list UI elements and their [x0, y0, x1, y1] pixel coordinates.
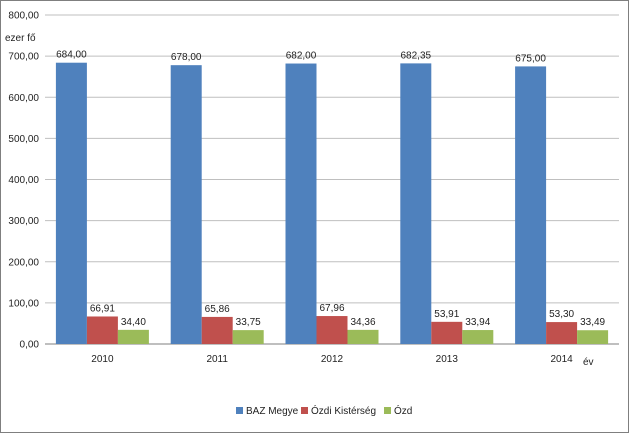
bar-baz-megye-2013 [400, 63, 432, 344]
bar--zdi-kist-rs-g-2010 [86, 316, 118, 344]
legend-label: BAZ Megye [246, 406, 299, 417]
bars [55, 62, 609, 345]
y-tick-label: 700,00 [8, 52, 39, 63]
x-tick-label: 2013 [436, 354, 459, 365]
gridlines [45, 14, 619, 345]
bar-baz-megye-2014 [515, 66, 547, 344]
data-label: 65,86 [205, 304, 230, 315]
y-tick-label: 500,00 [8, 134, 39, 145]
data-label: 34,36 [350, 317, 375, 328]
data-label: 53,91 [434, 309, 459, 320]
data-labels: 684,00 66,91 34,40 678,00 65,86 33,75 682,00 67… [56, 50, 605, 329]
x-tick-label: 2010 [91, 354, 114, 365]
data-label: 33,49 [580, 317, 605, 328]
data-label: 33,75 [236, 317, 261, 328]
data-label: 67,96 [319, 303, 344, 314]
bar-baz-megye-2012 [285, 63, 317, 345]
y-axis-ticks: 0,00 100,00 200,00 300,00 400,00 500,00 600,00… [8, 11, 39, 351]
data-label: 34,40 [121, 317, 146, 328]
bar-baz-megye-2011 [170, 65, 202, 345]
data-label: 33,94 [465, 317, 490, 328]
bar--zd-2011 [232, 330, 264, 344]
legend-label: Ózdi Kistérség [311, 404, 376, 417]
bar--zd-2014 [577, 330, 609, 344]
y-tick-label: 100,00 [8, 298, 39, 309]
y-axis-unit-label: ezer fő [5, 33, 36, 44]
x-tick-label: 2011 [206, 354, 228, 365]
legend-swatch [301, 407, 308, 414]
bar--zdi-kist-rs-g-2014 [546, 322, 578, 344]
bar--zd-2010 [117, 329, 149, 344]
legend-swatch [384, 407, 391, 414]
data-label: 682,00 [286, 51, 317, 62]
data-label: 66,91 [90, 303, 115, 314]
bar--zdi-kist-rs-g-2013 [431, 321, 463, 344]
legend: BAZ Megye Ózdi Kistérség Ózd [236, 404, 412, 417]
x-axis-unit-label: év [583, 357, 594, 368]
data-label: 53,30 [549, 309, 574, 320]
bar--zdi-kist-rs-g-2011 [201, 316, 233, 344]
legend-label: Ózd [394, 404, 412, 417]
legend-swatch [236, 407, 243, 414]
y-tick-label: 400,00 [8, 175, 39, 186]
x-axis-ticks: 2010 2011 2012 2013 2014 [91, 354, 573, 365]
data-label: 684,00 [56, 50, 87, 61]
data-label: 678,00 [171, 52, 202, 63]
x-tick-label: 2012 [321, 354, 344, 365]
y-tick-label: 600,00 [8, 93, 39, 104]
bar--zd-2012 [347, 329, 379, 344]
bar--zd-2013 [462, 330, 494, 344]
x-tick-label: 2014 [550, 354, 573, 365]
y-tick-label: 800,00 [8, 11, 39, 22]
y-tick-label: 0,00 [20, 340, 40, 351]
bar-baz-megye-2010 [55, 62, 87, 345]
data-label: 675,00 [515, 53, 546, 64]
bar--zdi-kist-rs-g-2012 [316, 316, 348, 344]
y-tick-label: 300,00 [8, 216, 39, 227]
data-label: 682,35 [401, 50, 432, 61]
y-tick-label: 200,00 [8, 257, 39, 268]
